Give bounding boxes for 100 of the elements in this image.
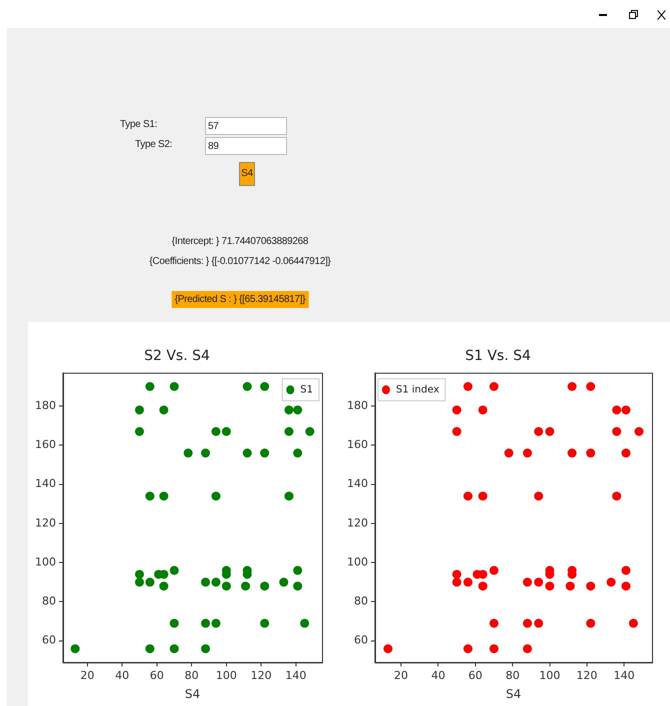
y-tick-label: 180 [34,398,56,412]
x-tick-label: 80 [184,668,199,682]
point [478,492,488,501]
point [134,570,144,579]
point [545,582,554,591]
point [293,448,302,458]
point [489,618,498,628]
point [201,618,210,628]
point [522,618,532,628]
point [621,405,630,414]
y-tick-label: 120 [34,516,56,530]
x-tick-label: 120 [250,668,272,682]
point [534,492,544,501]
point [489,644,498,654]
point [145,578,154,587]
point [545,427,554,436]
point [534,618,544,628]
point [159,405,168,414]
y-tick-label: 80 [42,594,56,608]
point [463,382,472,391]
point [621,582,630,591]
point [284,405,294,414]
chart-title: S2 Vs. S4 [144,348,210,364]
x-tick-label: 80 [506,668,520,682]
point [222,427,231,436]
point [284,492,294,501]
point [134,578,144,587]
text: {Intercept: } 71.74407063889268 [172,236,308,247]
point [612,492,622,501]
x-tick-label: 140 [614,668,635,682]
y-tick-label: 180 [346,398,368,412]
x-axis-title: S4 [506,686,522,701]
point [612,405,622,414]
point [489,566,498,575]
text: S4 [239,162,255,186]
point [70,644,80,654]
x-tick-label: 40 [431,668,446,682]
point [201,448,210,458]
point [201,578,210,587]
text: Type S1: [120,119,158,130]
text: Type S2: [135,139,172,150]
point [159,582,168,591]
point [504,448,514,458]
point [293,566,302,575]
point [293,582,302,591]
point [586,382,596,391]
x-tick-label: 100 [216,668,237,682]
point [211,578,220,587]
point [463,578,472,587]
point [566,582,575,591]
point [134,427,144,436]
point [260,448,270,458]
point [242,382,252,391]
point [134,405,144,414]
point [293,405,302,414]
point [489,382,498,391]
point [211,492,220,501]
point [242,448,252,458]
x-tick-label: 40 [115,668,130,682]
point [612,427,622,436]
point [145,644,154,654]
x-tick-label: 100 [539,668,560,682]
point [534,578,544,587]
point [184,448,193,458]
y-tick-label: 140 [34,477,56,490]
point [260,618,270,628]
point [586,582,596,591]
legend-label: S1 [300,384,314,396]
point [452,578,462,587]
point [452,405,462,414]
point [634,427,644,436]
text: 89 [205,137,287,155]
point [170,382,179,391]
point [478,405,488,414]
point [463,644,472,654]
point [145,492,154,501]
y-tick-label: 160 [34,438,56,452]
x-tick-label: 120 [576,668,598,682]
point [522,644,532,654]
x-tick-label: 140 [285,668,306,682]
x-axis-title: S4 [184,686,200,701]
point [170,644,179,654]
point [586,448,596,458]
point [621,566,630,575]
point [452,570,462,579]
point [522,448,532,458]
point [241,582,250,591]
point [260,382,270,391]
point [300,618,310,628]
point [222,582,231,591]
point [305,427,314,436]
point [170,618,179,628]
y-tick-label: 60 [42,634,56,647]
point [621,448,630,458]
point [260,582,270,591]
point [145,382,154,391]
point [170,566,179,575]
point [463,492,472,501]
point [201,644,210,654]
point [568,382,577,391]
